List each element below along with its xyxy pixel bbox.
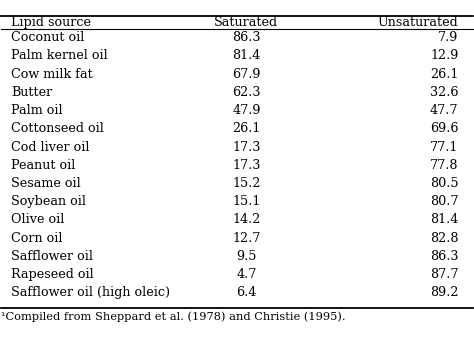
Text: 81.4: 81.4 — [430, 213, 458, 226]
Text: Sesame oil: Sesame oil — [11, 177, 81, 190]
Text: 12.7: 12.7 — [232, 232, 261, 245]
Text: ¹Compiled from Sheppard et al. (1978) and Christie (1995).: ¹Compiled from Sheppard et al. (1978) an… — [1, 311, 346, 321]
Text: Unsaturated: Unsaturated — [378, 16, 458, 29]
Text: Cottonseed oil: Cottonseed oil — [11, 122, 104, 135]
Text: 62.3: 62.3 — [232, 86, 261, 99]
Text: Olive oil: Olive oil — [11, 213, 64, 226]
Text: 47.7: 47.7 — [430, 104, 458, 117]
Text: Corn oil: Corn oil — [11, 232, 62, 245]
Text: 86.3: 86.3 — [430, 250, 458, 263]
Text: 82.8: 82.8 — [430, 232, 458, 245]
Text: Butter: Butter — [11, 86, 52, 99]
Text: Soybean oil: Soybean oil — [11, 195, 86, 208]
Text: 26.1: 26.1 — [232, 122, 261, 135]
Text: Palm oil: Palm oil — [11, 104, 63, 117]
Text: 26.1: 26.1 — [430, 68, 458, 81]
Text: 80.7: 80.7 — [430, 195, 458, 208]
Text: 9.5: 9.5 — [236, 250, 257, 263]
Text: 86.3: 86.3 — [232, 31, 261, 44]
Text: Safflower oil: Safflower oil — [11, 250, 93, 263]
Text: Cow milk fat: Cow milk fat — [11, 68, 92, 81]
Text: 15.1: 15.1 — [232, 195, 261, 208]
Text: 32.6: 32.6 — [430, 86, 458, 99]
Text: 15.2: 15.2 — [232, 177, 261, 190]
Text: 89.2: 89.2 — [430, 286, 458, 299]
Text: 4.7: 4.7 — [236, 268, 256, 281]
Text: Lipid source: Lipid source — [11, 16, 91, 29]
Text: 17.3: 17.3 — [232, 159, 261, 172]
Text: Palm kernel oil: Palm kernel oil — [11, 49, 108, 62]
Text: Coconut oil: Coconut oil — [11, 31, 84, 44]
Text: 6.4: 6.4 — [236, 286, 256, 299]
Text: 87.7: 87.7 — [430, 268, 458, 281]
Text: 17.3: 17.3 — [232, 141, 261, 154]
Text: 77.8: 77.8 — [430, 159, 458, 172]
Text: Cod liver oil: Cod liver oil — [11, 141, 89, 154]
Text: 80.5: 80.5 — [430, 177, 458, 190]
Text: 14.2: 14.2 — [232, 213, 261, 226]
Text: 69.6: 69.6 — [430, 122, 458, 135]
Text: 12.9: 12.9 — [430, 49, 458, 62]
Text: 47.9: 47.9 — [232, 104, 261, 117]
Text: 77.1: 77.1 — [430, 141, 458, 154]
Text: Rapeseed oil: Rapeseed oil — [11, 268, 93, 281]
Text: Peanut oil: Peanut oil — [11, 159, 75, 172]
Text: Safflower oil (high oleic): Safflower oil (high oleic) — [11, 286, 170, 299]
Text: 7.9: 7.9 — [438, 31, 458, 44]
Text: 67.9: 67.9 — [232, 68, 261, 81]
Text: Saturated: Saturated — [214, 16, 279, 29]
Text: 81.4: 81.4 — [232, 49, 261, 62]
